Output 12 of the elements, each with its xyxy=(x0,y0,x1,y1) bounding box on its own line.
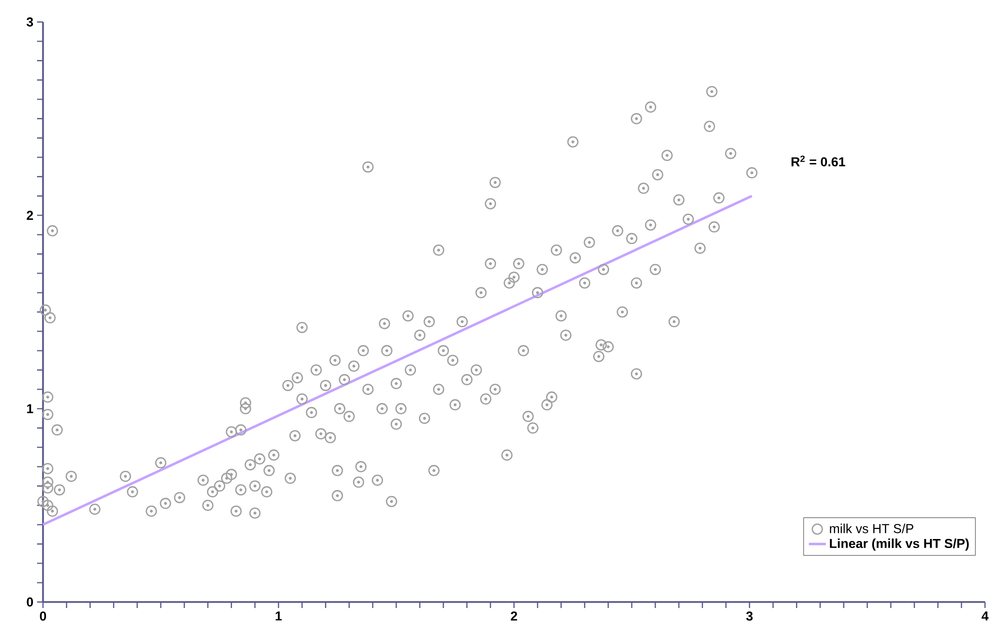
x-tick-label: 1 xyxy=(276,612,282,620)
x-tick-label: 2 xyxy=(510,611,518,621)
annotation: R$^{2}$ = 0.61 xyxy=(792,156,846,166)
x-tick-label: 0 xyxy=(40,611,46,621)
legend-label: milk vs HT S/P xyxy=(830,524,914,534)
y-tick-label: 3 xyxy=(26,17,34,27)
x-tick-label: 3 xyxy=(746,611,753,621)
y-tick-label: 0 xyxy=(26,597,33,607)
y-tick-label: 2 xyxy=(26,210,33,220)
legend-label: Linear (milk vs HT S/P) xyxy=(830,538,969,551)
x-tick-label: 4 xyxy=(982,612,989,620)
y-tick-label: 1 xyxy=(27,404,34,414)
